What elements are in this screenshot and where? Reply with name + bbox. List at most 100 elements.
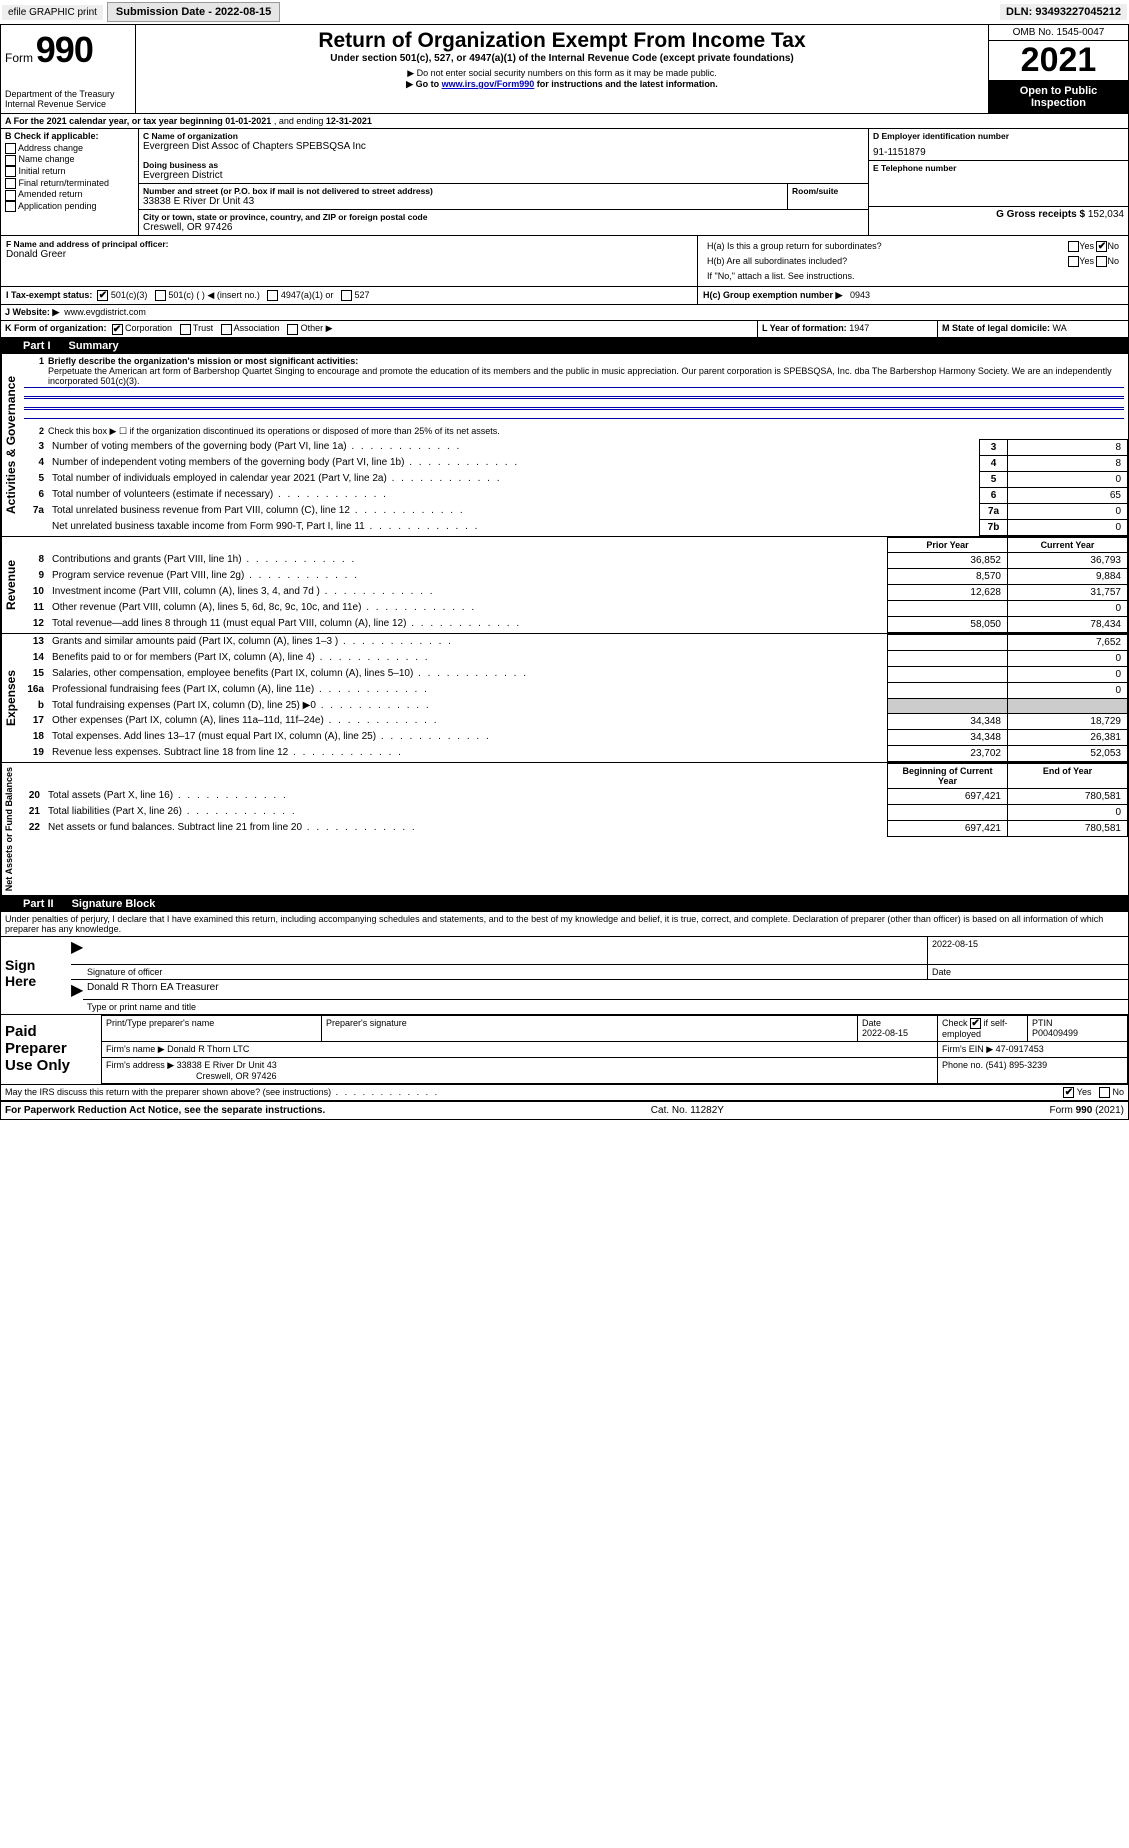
- governance-sidelabel: Activities & Governance: [1, 354, 20, 536]
- hb-no-check[interactable]: [1096, 256, 1107, 267]
- row-fh: F Name and address of principal officer:…: [1, 236, 1128, 287]
- self-emp-check[interactable]: [970, 1018, 981, 1029]
- goto-post: for instructions and the latest informat…: [534, 79, 718, 89]
- hb-answer: Yes No: [1068, 256, 1119, 267]
- box-b-item[interactable]: Address change: [5, 143, 134, 155]
- revenue-sidelabel: Revenue: [1, 537, 20, 633]
- row-i: I Tax-exempt status: 501(c)(3) 501(c) ( …: [1, 287, 1128, 305]
- firm-name: Donald R Thorn LTC: [167, 1044, 249, 1054]
- expenses-table: 13Grants and similar amounts paid (Part …: [20, 634, 1128, 762]
- expenses-sidelabel: Expenses: [1, 634, 20, 762]
- ha-answer: Yes No: [1068, 241, 1119, 252]
- governance-table: 3Number of voting members of the governi…: [20, 439, 1128, 536]
- preparer-table: Print/Type preparer's name Preparer's si…: [101, 1015, 1128, 1084]
- box-b-item[interactable]: Name change: [5, 154, 134, 166]
- box-hc: H(c) Group exemption number ▶ 0943: [698, 287, 1128, 304]
- box-b-item[interactable]: Initial return: [5, 166, 134, 178]
- netassets-sidelabel: Net Assets or Fund Balances: [1, 763, 16, 895]
- irs-link[interactable]: www.irs.gov/Form990: [442, 79, 535, 89]
- table-header-row: Prior YearCurrent Year: [20, 537, 1128, 552]
- form-title: Return of Organization Exempt From Incom…: [142, 29, 982, 53]
- tax-status-option[interactable]: 501(c)(3): [95, 290, 150, 300]
- submission-date-button[interactable]: Submission Date - 2022-08-15: [107, 2, 280, 22]
- org-name: Evergreen Dist Assoc of Chapters SPEBSQS…: [143, 141, 864, 152]
- omb-number: OMB No. 1545-0047: [989, 25, 1128, 41]
- header-middle: Return of Organization Exempt From Incom…: [136, 25, 988, 113]
- table-row: 16aProfessional fundraising fees (Part I…: [20, 682, 1128, 698]
- street-label: Number and street (or P.O. box if mail i…: [143, 186, 783, 196]
- form-org-option[interactable]: Other ▶: [282, 323, 335, 333]
- dba-label: Doing business as: [143, 160, 864, 170]
- box-b-item[interactable]: Amended return: [5, 189, 134, 201]
- city-value: Creswell, OR 97426: [143, 222, 864, 233]
- part2-header: Part II Signature Block: [1, 896, 1128, 912]
- tax-year: 2021: [989, 41, 1128, 81]
- firm-ein-label: Firm's EIN ▶: [942, 1044, 993, 1054]
- sign-here-label: Sign Here: [1, 937, 71, 1014]
- ha-label: H(a) Is this a group return for subordin…: [707, 241, 1068, 252]
- open-to-public: Open to Public Inspection: [989, 81, 1128, 113]
- firm-addr1: 33838 E River Dr Unit 43: [177, 1060, 277, 1070]
- box-l: L Year of formation: 1947: [758, 321, 938, 336]
- line-a-begin: 01-01-2021: [225, 116, 271, 126]
- tax-status-option[interactable]: 527: [336, 290, 372, 300]
- box-b: B Check if applicable: Address change Na…: [1, 129, 139, 235]
- table-row: bTotal fundraising expenses (Part IX, co…: [20, 698, 1128, 713]
- box-i: I Tax-exempt status: 501(c)(3) 501(c) ( …: [1, 287, 698, 304]
- top-bar: efile GRAPHIC print Submission Date - 20…: [0, 0, 1129, 24]
- prep-date-label: Date: [862, 1018, 881, 1028]
- ha-yes-check[interactable]: [1068, 241, 1079, 252]
- signature-field[interactable]: [83, 937, 928, 964]
- table-row: 9Program service revenue (Part VIII, lin…: [20, 568, 1128, 584]
- form-org-option[interactable]: Corporation: [109, 323, 175, 333]
- dln-label: DLN: 93493227045212: [1000, 4, 1127, 20]
- box-c: C Name of organization Evergreen Dist As…: [139, 129, 868, 235]
- discuss-no-check[interactable]: [1099, 1087, 1110, 1098]
- tax-status-option[interactable]: 4947(a)(1) or: [262, 290, 336, 300]
- hb-yes-check[interactable]: [1068, 256, 1079, 267]
- entity-block: B Check if applicable: Address change Na…: [1, 129, 1128, 236]
- goto-pre: ▶ Go to: [406, 79, 441, 89]
- box-deg: D Employer identification number 91-1151…: [868, 129, 1128, 235]
- org-name-label: C Name of organization: [143, 131, 864, 141]
- discuss-yes-check[interactable]: [1063, 1087, 1074, 1098]
- prep-date: 2022-08-15: [862, 1028, 908, 1038]
- mission-line: [24, 398, 1124, 408]
- mission-text: Perpetuate the American art form of Barb…: [48, 366, 1124, 386]
- mission-label: Briefly describe the organization's miss…: [48, 356, 358, 366]
- self-emp-label: Check: [942, 1018, 968, 1028]
- hc-label: H(c) Group exemption number ▶: [703, 290, 842, 300]
- form-org-option[interactable]: Association: [216, 323, 283, 333]
- table-header-row: Beginning of Current YearEnd of Year: [16, 763, 1128, 788]
- discuss-no: No: [1112, 1087, 1124, 1097]
- part1-header: Part I Summary: [1, 338, 1128, 354]
- tax-status-option[interactable]: 501(c) ( ) ◀ (insert no.): [150, 290, 262, 300]
- signature-label: Signature of officer: [83, 965, 928, 979]
- line-a-end: 12-31-2021: [326, 116, 372, 126]
- hb-note: If "No," attach a list. See instructions…: [703, 269, 1123, 283]
- section-revenue: Revenue Prior YearCurrent Year8Contribut…: [1, 537, 1128, 634]
- hb-yes: Yes: [1079, 256, 1094, 266]
- ha-no-check[interactable]: [1096, 241, 1107, 252]
- hb-label: H(b) Are all subordinates included?: [707, 256, 1068, 267]
- tax-status-label: I Tax-exempt status:: [6, 290, 92, 300]
- efile-label: efile GRAPHIC print: [2, 5, 103, 20]
- hc-value: 0943: [850, 290, 870, 300]
- form-number: 990: [36, 29, 93, 70]
- city-label: City or town, state or province, country…: [143, 212, 864, 222]
- section-governance: Activities & Governance 1Briefly describ…: [1, 354, 1128, 537]
- box-b-item[interactable]: Application pending: [5, 201, 134, 213]
- typed-name-label: Type or print name and title: [83, 1000, 200, 1014]
- dba-value: Evergreen District: [143, 170, 864, 181]
- box-b-item[interactable]: Final return/terminated: [5, 178, 134, 190]
- ha-yes: Yes: [1079, 241, 1094, 251]
- firm-name-label: Firm's name ▶: [106, 1044, 165, 1054]
- form-org-option[interactable]: Trust: [175, 323, 216, 333]
- box-f: F Name and address of principal officer:…: [1, 236, 698, 286]
- section-expenses: Expenses 13Grants and similar amounts pa…: [1, 634, 1128, 763]
- sign-date: 2022-08-15: [928, 937, 1128, 964]
- sign-here-block: Sign Here ▶ 2022-08-15 Signature of offi…: [1, 937, 1128, 1015]
- discuss-yes: Yes: [1077, 1087, 1092, 1097]
- line-a: A For the 2021 calendar year, or tax yea…: [1, 114, 1128, 129]
- table-row: 10Investment income (Part VIII, column (…: [20, 584, 1128, 600]
